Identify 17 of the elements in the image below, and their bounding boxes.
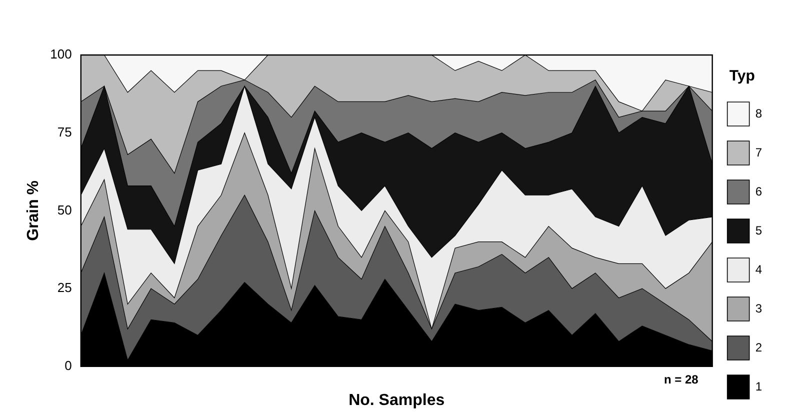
y-axis-title: Grain % <box>25 180 42 241</box>
y-tick-label: 100 <box>50 46 72 62</box>
legend-label: 1 <box>755 379 762 394</box>
x-axis-title: No. Samples <box>348 392 445 409</box>
y-tick-label: 0 <box>64 358 72 373</box>
legend-label: 7 <box>755 145 762 160</box>
legend-label: 3 <box>755 301 762 316</box>
y-tick-label: 75 <box>57 124 72 140</box>
text: n = 28 <box>664 372 699 387</box>
legend-label: 2 <box>755 340 762 354</box>
legend-label: 6 <box>755 184 762 198</box>
legend-label: 4 <box>755 262 762 276</box>
legend-title: Typ <box>729 68 755 85</box>
y-tick-label: 50 <box>57 202 72 218</box>
legend-label: 5 <box>755 223 762 238</box>
legend-label: 8 <box>755 106 762 120</box>
y-tick-label: 25 <box>57 280 72 296</box>
